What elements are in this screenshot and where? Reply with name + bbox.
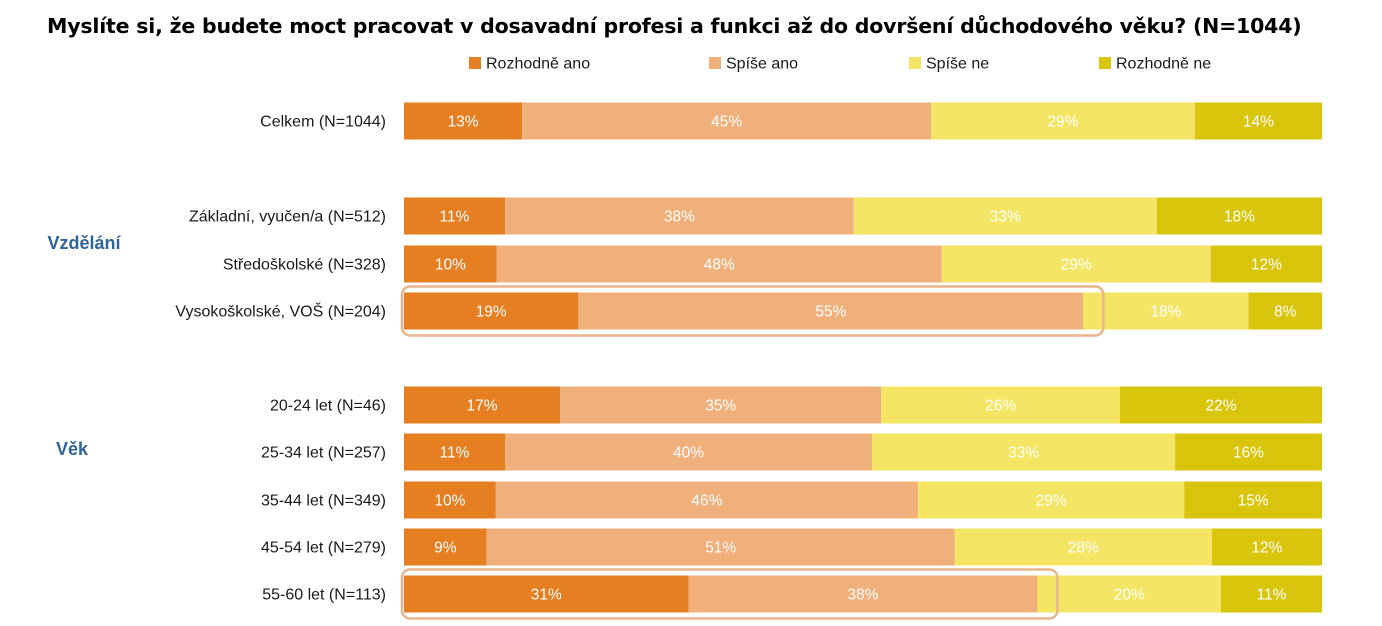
bar-1-4 <box>1194 102 1322 140</box>
value-label-8-4: 12% <box>1251 540 1282 557</box>
value-label-5-2: 35% <box>705 398 736 415</box>
bar-8-3 <box>954 528 1212 566</box>
legend-swatch-2 <box>709 57 721 69</box>
value-label-2-1: 11% <box>440 209 470 226</box>
value-label-4-1: 19% <box>476 304 507 321</box>
category-label-3: Středoškolské (N=328) <box>223 257 386 274</box>
highlight-frame-2 <box>400 568 1059 620</box>
bar-3-2 <box>496 245 942 283</box>
bar-5-3 <box>881 386 1121 424</box>
value-label-7-4: 15% <box>1238 493 1269 510</box>
value-label-6-4: 16% <box>1233 445 1264 462</box>
category-label-2: Základní, vyučen/a (N=512) <box>189 209 386 226</box>
bar-2-2 <box>504 197 854 235</box>
bar-4-4 <box>1248 292 1322 330</box>
category-label-5: 20-24 let (N=46) <box>270 398 386 415</box>
value-label-7-1: 10% <box>434 493 465 510</box>
bar-5-2 <box>560 386 882 424</box>
bar-6-3 <box>872 433 1176 471</box>
bar-5-4 <box>1120 386 1322 424</box>
value-label-2-4: 18% <box>1224 209 1255 226</box>
bar-9-4 <box>1221 575 1322 613</box>
bar-7-4 <box>1184 481 1322 519</box>
value-label-1-4: 14% <box>1243 114 1274 131</box>
highlight-frame-1 <box>400 285 1105 337</box>
legend-swatch-3 <box>909 57 921 69</box>
bar-9-3 <box>1037 575 1222 613</box>
bar-8-2 <box>486 528 955 566</box>
value-label-1-3: 29% <box>1047 114 1078 131</box>
value-label-1-1: 13% <box>448 114 479 131</box>
bar-6-4 <box>1175 433 1322 471</box>
category-label-1: Celkem (N=1044) <box>260 114 386 131</box>
value-label-3-4: 12% <box>1251 257 1282 274</box>
value-label-9-1: 31% <box>531 587 562 604</box>
bar-7-2 <box>495 481 919 519</box>
bar-1-2 <box>522 102 932 140</box>
bar-6-1 <box>404 433 505 471</box>
bar-1-1 <box>404 102 523 140</box>
category-label-9: 55-60 let (N=113) <box>262 587 386 604</box>
value-label-1-2: 45% <box>711 114 742 131</box>
value-label-8-3: 28% <box>1068 540 1099 557</box>
value-label-5-3: 26% <box>985 398 1016 415</box>
bar-1-3 <box>931 102 1195 140</box>
value-label-2-2: 38% <box>664 209 695 226</box>
legend-swatch-1 <box>469 57 481 69</box>
value-label-5-4: 22% <box>1206 398 1237 415</box>
bar-4-3 <box>1083 292 1249 330</box>
bar-4-2 <box>578 292 1084 330</box>
chart-title: Myslíte si, že budete moct pracovat v do… <box>47 14 1302 38</box>
bar-8-1 <box>404 528 487 566</box>
legend-swatch-4 <box>1099 57 1111 69</box>
value-label-7-3: 29% <box>1036 493 1067 510</box>
value-label-3-1: 10% <box>435 257 466 274</box>
value-label-4-2: 55% <box>815 304 846 321</box>
value-label-6-1: 11% <box>440 445 470 462</box>
value-label-8-1: 9% <box>434 540 457 557</box>
bar-9-1 <box>404 575 689 613</box>
bar-3-4 <box>1210 245 1322 283</box>
legend-label-3: Spíše ne <box>926 56 989 73</box>
value-label-4-3: 18% <box>1150 304 1181 321</box>
value-label-4-4: 8% <box>1274 304 1297 321</box>
legend-label-4: Rozhodně ne <box>1116 56 1211 73</box>
value-label-7-2: 46% <box>691 493 722 510</box>
legend-label-1: Rozhodně ano <box>486 56 590 73</box>
category-label-7: 35-44 let (N=349) <box>261 493 386 510</box>
bar-6-2 <box>504 433 873 471</box>
category-label-6: 25-34 let (N=257) <box>261 445 386 462</box>
bar-8-4 <box>1211 528 1322 566</box>
bar-2-1 <box>404 197 505 235</box>
bar-3-1 <box>404 245 497 283</box>
bar-3-3 <box>941 245 1211 283</box>
value-label-3-2: 48% <box>704 257 735 274</box>
bar-7-3 <box>918 481 1185 519</box>
group-label-1: Vzdělání <box>47 233 121 253</box>
bar-5-1 <box>404 386 561 424</box>
value-label-6-2: 40% <box>673 445 704 462</box>
bar-4-1 <box>404 292 579 330</box>
value-label-9-3: 20% <box>1114 587 1145 604</box>
legend-label-2: Spíše ano <box>726 56 798 73</box>
bar-7-1 <box>404 481 496 519</box>
category-label-8: 45-54 let (N=279) <box>261 540 386 557</box>
value-label-2-3: 33% <box>990 209 1021 226</box>
value-label-5-1: 17% <box>467 398 498 415</box>
value-label-9-2: 38% <box>847 587 878 604</box>
category-label-4: Vysokoškolské, VOŠ (N=204) <box>175 302 386 321</box>
bar-2-3 <box>853 197 1157 235</box>
value-label-8-2: 51% <box>705 540 736 557</box>
bar-9-2 <box>688 575 1038 613</box>
bar-2-4 <box>1156 197 1322 235</box>
value-label-9-4: 11% <box>1257 587 1287 604</box>
group-label-2: Věk <box>56 439 89 459</box>
value-label-6-3: 33% <box>1008 445 1039 462</box>
value-label-3-3: 29% <box>1061 257 1092 274</box>
